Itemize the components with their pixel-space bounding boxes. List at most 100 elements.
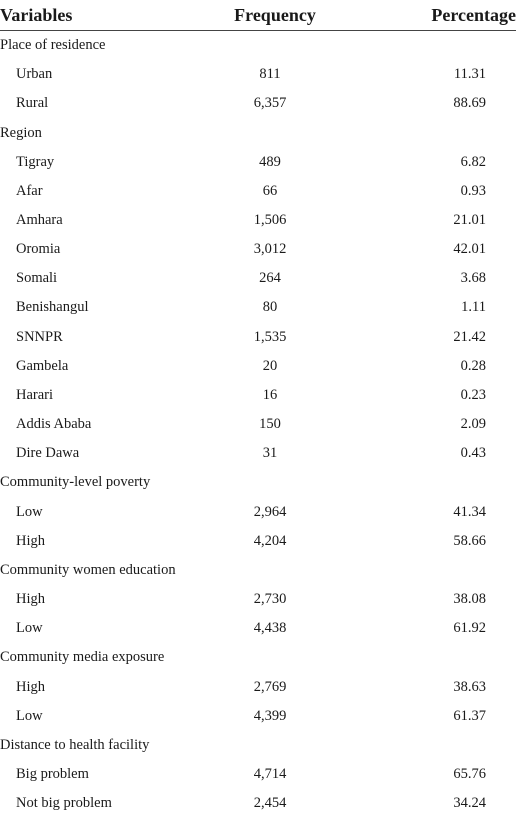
table-row: Urban 811 11.31	[0, 60, 516, 89]
table-row: Low 4,399 61.37	[0, 702, 516, 731]
percentage-cell: 61.92	[453, 620, 486, 637]
group-label: Community media exposure	[0, 649, 165, 666]
frequency-cell: 66	[262, 182, 278, 199]
frequency-cell: 2,769	[253, 678, 287, 695]
percentage-cell: 34.24	[453, 795, 486, 812]
table-row: Rural 6,357 88.69	[0, 89, 516, 118]
percentage-cell: 2.09	[460, 416, 486, 433]
table-row: Big problem 4,714 65.76	[0, 760, 516, 789]
variable-label: Low	[16, 707, 43, 724]
frequency-cell: 489	[259, 153, 281, 170]
frequency-cell: 6,357	[253, 95, 287, 112]
frequency-cell: 264	[259, 270, 281, 287]
table-row: Dire Dawa 31 0.43	[0, 439, 516, 468]
variable-label: Gambela	[16, 357, 69, 374]
group-label: Community-level poverty	[0, 474, 151, 491]
variable-label: Benishangul	[16, 299, 89, 316]
percentage-cell: 11.31	[453, 66, 486, 83]
percentage-cell: 0.43	[460, 445, 486, 462]
frequency-cell: 150	[259, 416, 281, 433]
table-row: Oromia 3,012 42.01	[0, 235, 516, 264]
variable-label: Not big problem	[16, 795, 112, 812]
variable-label: Oromia	[16, 241, 61, 258]
header-frequency: Frequency	[234, 4, 316, 25]
table-row: Harari 16 0.23	[0, 381, 516, 410]
frequency-cell: 811	[259, 66, 281, 83]
variable-label: Urban	[16, 66, 53, 83]
table-body: Place of residence Urban 811 11.31 Rural 6,35…	[0, 31, 516, 818]
group-row: Community women education	[0, 556, 516, 585]
percentage-cell: 21.01	[453, 212, 486, 229]
frequency-cell: 2,964	[253, 503, 287, 520]
percentage-cell: 0.28	[460, 357, 486, 374]
table-row: Not big problem 2,454 34.24	[0, 789, 516, 818]
frequency-cell: 2,454	[253, 795, 287, 812]
percentage-cell: 38.63	[453, 678, 486, 695]
variable-label: Addis Ababa	[16, 416, 92, 433]
frequency-cell: 4,438	[253, 620, 287, 637]
variable-label: Afar	[16, 182, 43, 199]
percentage-cell: 0.93	[460, 182, 486, 199]
variable-label: High	[16, 591, 45, 608]
table-row: SNNPR 1,535 21.42	[0, 323, 516, 352]
table-row: Amhara 1,506 21.01	[0, 206, 516, 235]
table-row: High 2,730 38.08	[0, 585, 516, 614]
table-row: Afar 66 0.93	[0, 177, 516, 206]
variable-label: Rural	[16, 95, 49, 112]
frequency-cell: 2,730	[253, 591, 287, 608]
frequency-cell: 80	[262, 299, 278, 316]
percentage-cell: 3.68	[460, 270, 486, 287]
header-percentage: Percentage	[431, 4, 516, 25]
header-variables: Variables	[0, 4, 73, 25]
percentage-cell: 1.11	[461, 299, 486, 316]
table-row: Somali 264 3.68	[0, 264, 516, 293]
variable-label: Low	[16, 503, 43, 520]
frequency-cell: 3,012	[253, 241, 287, 258]
percentage-cell: 58.66	[453, 532, 486, 549]
variable-label: Dire Dawa	[16, 445, 80, 462]
table-row: High 4,204 58.66	[0, 527, 516, 556]
variable-label: Low	[16, 620, 43, 637]
percentage-cell: 65.76	[453, 765, 486, 782]
table-row: Gambela 20 0.28	[0, 352, 516, 381]
frequency-cell: 16	[262, 386, 278, 403]
group-row: Community media exposure	[0, 643, 516, 672]
group-label: Region	[0, 124, 42, 141]
table-row: Low 4,438 61.92	[0, 614, 516, 643]
frequency-cell: 4,204	[253, 532, 287, 549]
table-row: Addis Ababa 150 2.09	[0, 410, 516, 439]
percentage-cell: 42.01	[453, 241, 486, 258]
percentage-cell: 88.69	[453, 95, 486, 112]
variable-label: Amhara	[16, 212, 63, 229]
percentage-cell: 21.42	[453, 328, 486, 345]
variable-label: Big problem	[16, 765, 89, 782]
group-row: Region	[0, 118, 516, 147]
group-row: Place of residence	[0, 31, 516, 60]
percentage-cell: 0.23	[460, 386, 486, 403]
group-label: Community women education	[0, 561, 176, 578]
frequency-cell: 31	[262, 445, 278, 462]
variable-label: High	[16, 532, 45, 549]
group-label: Place of residence	[0, 37, 106, 54]
percentage-cell: 38.08	[453, 591, 486, 608]
frequency-cell: 20	[262, 357, 278, 374]
group-row: Distance to health facility	[0, 731, 516, 760]
group-label: Distance to health facility	[0, 736, 150, 753]
variable-label: Tigray	[16, 153, 55, 170]
group-row: Community-level poverty	[0, 468, 516, 497]
frequency-cell: 4,399	[253, 707, 287, 724]
variable-label: Harari	[16, 386, 54, 403]
variable-label: SNNPR	[16, 328, 63, 345]
percentage-cell: 6.82	[460, 153, 486, 170]
frequency-cell: 4,714	[253, 765, 287, 782]
percentage-cell: 61.37	[453, 707, 486, 724]
table-header: Variables Frequency Percentage	[0, 0, 516, 31]
percentage-cell: 41.34	[453, 503, 486, 520]
table-row: Tigray 489 6.82	[0, 148, 516, 177]
variable-label: High	[16, 678, 45, 695]
table-row: High 2,769 38.63	[0, 672, 516, 701]
table-row: Benishangul 80 1.11	[0, 293, 516, 322]
frequency-cell: 1,535	[253, 328, 287, 345]
variable-label: Somali	[16, 270, 58, 287]
